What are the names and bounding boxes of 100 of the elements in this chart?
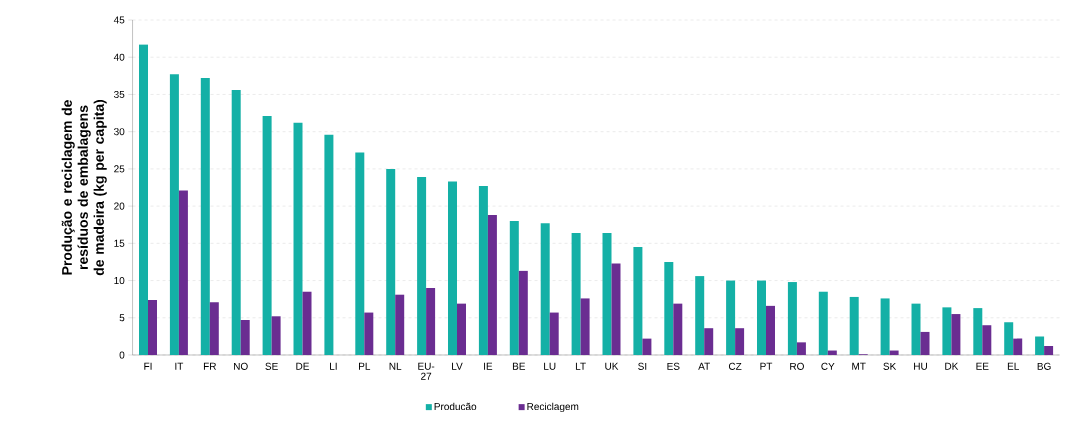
- bar: [324, 134, 334, 355]
- x-tick-label: EU-27: [418, 362, 435, 380]
- bar: [695, 276, 705, 355]
- bar: [448, 181, 457, 355]
- x-tick-label: LT: [575, 362, 586, 370]
- bar: [1013, 338, 1023, 355]
- bar: [849, 296, 859, 355]
- bar: [139, 44, 148, 355]
- bar: [386, 168, 396, 355]
- x-tick-label: LI: [330, 362, 337, 370]
- bar: [580, 298, 590, 355]
- bar: [796, 342, 806, 355]
- bar: [1004, 322, 1014, 355]
- bar: [726, 280, 736, 355]
- legend-label: Reciclagem: [527, 402, 579, 413]
- legend-label: Producão: [434, 402, 477, 411]
- bar: [457, 303, 467, 355]
- bar: [818, 291, 828, 355]
- x-tick-label: NL: [389, 362, 402, 370]
- bar: [911, 303, 921, 355]
- y-tick-label: 45: [113, 16, 125, 24]
- bar: [302, 291, 312, 355]
- x-tick-label: SK: [883, 362, 897, 370]
- x-tick-label: HU: [914, 362, 927, 370]
- bar: [633, 247, 643, 355]
- bar: [951, 314, 961, 355]
- bar: [293, 122, 303, 355]
- y-tick-label: 20: [114, 202, 125, 210]
- bar: [148, 299, 157, 355]
- x-tick-label: IT: [175, 362, 184, 370]
- x-tick-label: BE: [512, 362, 526, 370]
- x-tick-label: SE: [265, 362, 278, 370]
- y-tick-label: 10: [114, 277, 125, 285]
- x-tick-label: PT: [760, 362, 773, 370]
- y-tick-label: 5: [119, 314, 125, 322]
- x-tick-label: IE: [484, 362, 493, 370]
- x-tick-label: RO: [790, 362, 804, 370]
- bar: [178, 190, 188, 355]
- bar: [487, 215, 497, 355]
- bar: [417, 177, 427, 355]
- bar: [509, 221, 519, 355]
- y-axis-title: Produção e reciclagem de resíduos de embalagens de madeira (kg per capita): [61, 99, 107, 276]
- bar: [642, 338, 652, 355]
- x-tick-label: CZ: [728, 362, 742, 370]
- bar: [478, 186, 488, 355]
- bar: [200, 78, 210, 355]
- bar: [240, 320, 250, 355]
- bar: [262, 116, 272, 355]
- x-tick-label: DK: [945, 362, 959, 370]
- x-tick-label: EE: [976, 362, 989, 370]
- bar: [602, 232, 612, 355]
- x-tick-label: MT: [852, 362, 866, 370]
- bar: [1035, 336, 1045, 355]
- bar: [787, 282, 797, 355]
- bar: [766, 305, 776, 355]
- x-tick-label: FR: [203, 362, 217, 370]
- bar: [982, 325, 992, 355]
- bar: [735, 328, 745, 355]
- bar: [395, 294, 405, 355]
- x-tick-label: PL: [359, 362, 371, 370]
- x-tick-label: FI: [144, 362, 152, 370]
- x-tick-label: LV: [452, 362, 463, 370]
- bar: [942, 307, 952, 355]
- y-tick-label: 40: [113, 53, 125, 61]
- x-tick-label: LU: [544, 362, 556, 370]
- bar: [271, 316, 281, 355]
- x-tick-label: AT: [698, 362, 710, 370]
- bar: [611, 263, 621, 355]
- bar: [426, 288, 436, 355]
- y-tick-label: 30: [114, 128, 125, 136]
- bar: [827, 350, 837, 355]
- bar: [973, 308, 983, 355]
- bar: [209, 302, 219, 355]
- x-tick-label: ES: [667, 362, 680, 370]
- y-tick-label: 15: [114, 239, 125, 247]
- bar: [549, 312, 559, 355]
- bar: [757, 280, 767, 355]
- y-tick-label: 0: [119, 351, 125, 359]
- y-tick-label: 35: [114, 90, 125, 98]
- bar: [1044, 346, 1054, 355]
- y-tick-label: 25: [114, 165, 125, 173]
- bar: [673, 303, 683, 355]
- bar: [664, 261, 674, 355]
- bar: [540, 223, 550, 355]
- x-tick-label: NO: [234, 362, 248, 370]
- x-tick-label: UK: [605, 362, 619, 370]
- bar: [518, 270, 528, 355]
- bar: [355, 152, 365, 355]
- bar: [889, 350, 899, 355]
- bar: [880, 298, 890, 355]
- bar: [231, 89, 241, 355]
- bar: [920, 331, 930, 355]
- bar: [704, 328, 714, 355]
- x-tick-label: DE: [296, 362, 310, 370]
- x-tick-label: CY: [821, 362, 835, 370]
- bar: [364, 312, 374, 355]
- x-tick-label: BG: [1037, 362, 1051, 370]
- bar: [571, 232, 581, 355]
- x-tick-label: SI: [638, 362, 647, 370]
- x-tick-label: EL: [1007, 362, 1019, 370]
